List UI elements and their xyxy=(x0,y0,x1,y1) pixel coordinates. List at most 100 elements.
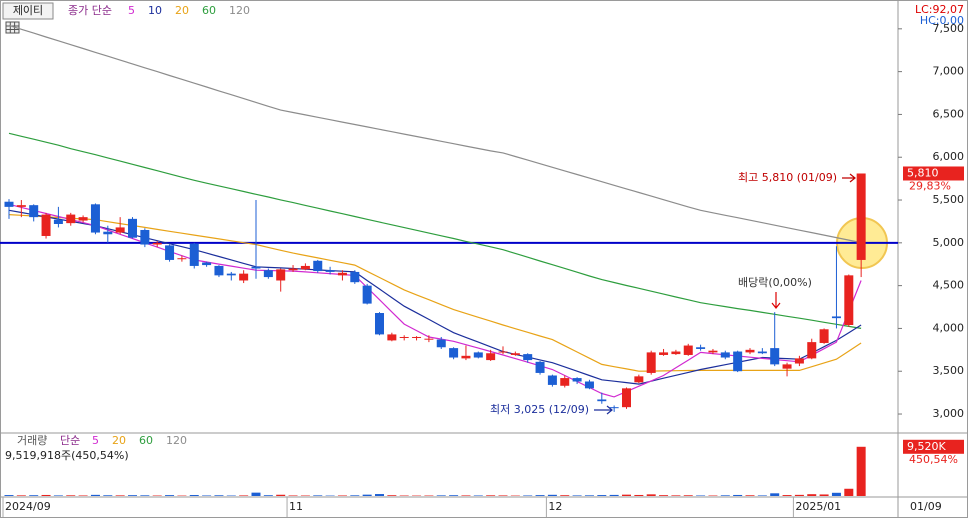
candle-body xyxy=(325,270,335,272)
volume-bar xyxy=(720,495,730,496)
volume-bar xyxy=(473,495,483,496)
candle-body xyxy=(16,205,26,207)
candle-body xyxy=(659,352,669,355)
candle-body xyxy=(226,273,236,276)
candle-body xyxy=(733,351,743,372)
candle-body xyxy=(584,381,594,389)
candle-body xyxy=(424,338,434,340)
candle-body xyxy=(535,361,545,373)
candle-body xyxy=(165,245,175,260)
volume-bar xyxy=(29,495,39,496)
volume-bar xyxy=(53,495,63,496)
legend-entry: 5 xyxy=(128,4,135,17)
candle-body xyxy=(646,352,656,373)
volume-bar xyxy=(683,495,693,496)
candle-body xyxy=(671,351,681,355)
candle-body xyxy=(831,316,841,319)
candle-body xyxy=(313,260,323,272)
candle-body xyxy=(560,378,570,386)
volume-bar xyxy=(757,495,767,496)
volume-bar xyxy=(66,495,76,496)
lc-label: LC:92,07 xyxy=(915,3,964,16)
candle-body xyxy=(634,376,644,383)
volume-bar xyxy=(214,495,224,496)
y-tick-label: 6,000 xyxy=(933,150,965,163)
candle-body xyxy=(214,265,224,276)
candle-body xyxy=(696,347,706,349)
candle-body xyxy=(350,271,360,283)
volume-bar xyxy=(128,495,137,496)
annotation-arrow xyxy=(842,173,856,183)
candle-body xyxy=(90,204,100,233)
volume-bar xyxy=(547,494,557,496)
candle-body xyxy=(4,201,14,207)
volume-bar xyxy=(486,495,496,496)
volume-bar xyxy=(584,495,594,496)
ma-line xyxy=(8,24,862,244)
volume-bar xyxy=(696,495,706,496)
candle-body xyxy=(399,336,409,338)
volume-summary: 9,519,918주(450,54%) xyxy=(5,449,129,462)
candle-body xyxy=(103,231,113,235)
volume-bar xyxy=(523,495,533,496)
candle-body xyxy=(140,229,150,245)
volume-bar xyxy=(165,495,175,496)
candle-body xyxy=(53,219,63,224)
volume-bar xyxy=(140,495,150,496)
ma-line xyxy=(8,214,862,372)
volume-title: 거래량 xyxy=(17,434,47,447)
candle-body xyxy=(263,270,273,278)
candle-body xyxy=(239,273,249,281)
legend-entry: 10 xyxy=(148,4,162,17)
y-tick-label: 5,000 xyxy=(933,236,965,249)
volume-legend-entry: 120 xyxy=(166,434,187,447)
candle-body xyxy=(609,407,619,409)
candle-body xyxy=(523,354,533,361)
volume-bar xyxy=(745,495,755,496)
volume-bar xyxy=(671,495,681,496)
candle-body xyxy=(202,262,212,266)
volume-tag xyxy=(903,439,964,454)
volume-bar xyxy=(572,495,582,496)
price-tag-label: 5,810 xyxy=(907,166,939,179)
candle-body xyxy=(757,351,767,354)
volume-bar xyxy=(560,495,570,496)
volume-bar xyxy=(263,495,273,496)
volume-bar xyxy=(375,494,384,496)
volume-bar xyxy=(831,492,841,496)
candle-body xyxy=(745,349,755,353)
hc-label: HC:0,00 xyxy=(920,14,964,27)
candle-body xyxy=(337,272,347,276)
volume-bar xyxy=(337,495,347,496)
volume-bar xyxy=(90,494,100,496)
annotation: 배당락(0,00%) xyxy=(738,276,812,289)
icon-frame xyxy=(5,21,20,34)
volume-bar xyxy=(436,495,446,496)
legend-entry: 60 xyxy=(202,4,216,17)
y-tick-label: 7,500 xyxy=(933,22,965,35)
volume-bar xyxy=(239,495,249,496)
volume-bar xyxy=(794,494,804,496)
volume-bar xyxy=(387,495,397,496)
volume-bar xyxy=(782,495,792,496)
volume-bar xyxy=(844,488,854,496)
volume-tag-label: 9,520K xyxy=(907,440,946,453)
annotation-arrow xyxy=(594,405,613,415)
legend-entry: 20 xyxy=(175,4,189,17)
candle-body xyxy=(708,350,718,353)
volume-bar xyxy=(449,495,459,496)
volume-bar xyxy=(115,495,125,496)
candle-body xyxy=(177,258,187,260)
y-tick-label: 4,000 xyxy=(933,321,965,334)
volume-bar xyxy=(288,495,298,496)
candle-body xyxy=(770,348,780,365)
volume-bar xyxy=(276,494,286,496)
candle-body xyxy=(375,313,384,335)
volume-bar xyxy=(189,495,199,496)
candle-body xyxy=(300,265,310,270)
candle-body xyxy=(498,351,508,353)
y-tick-label: 5,500 xyxy=(933,193,965,206)
candle-body xyxy=(856,173,866,260)
